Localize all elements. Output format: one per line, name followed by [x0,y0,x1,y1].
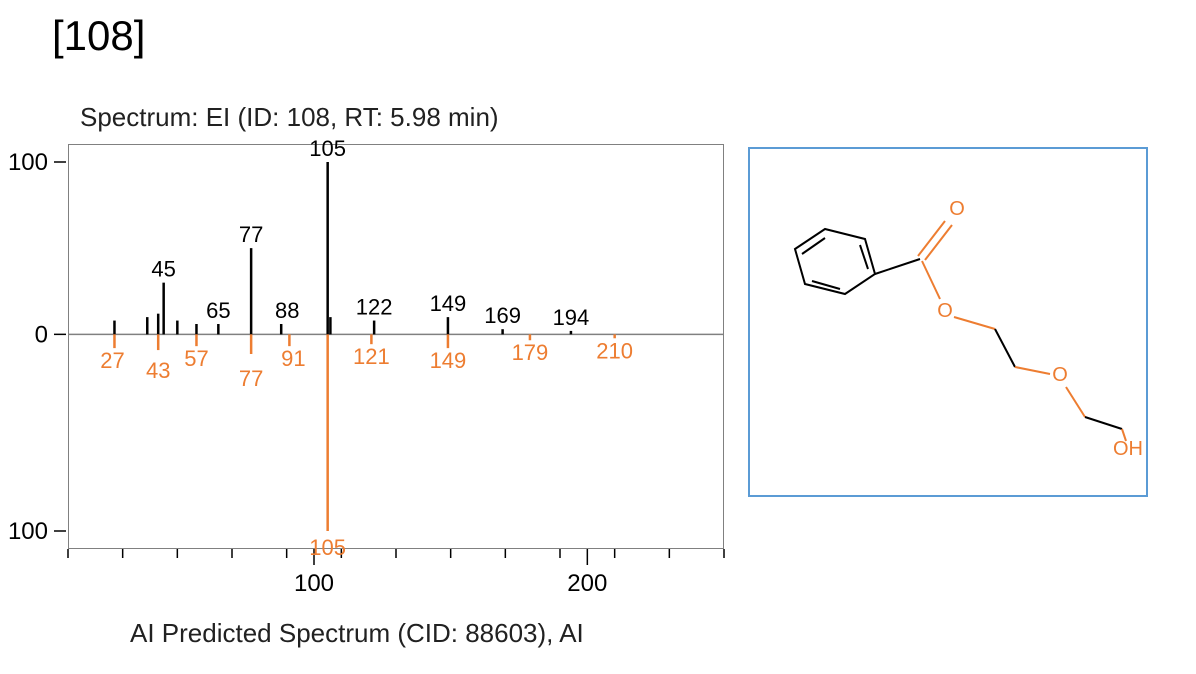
svg-text:179: 179 [512,340,549,365]
svg-text:100: 100 [8,518,48,545]
svg-text:105: 105 [309,136,346,161]
svg-text:45: 45 [151,257,175,282]
svg-text:194: 194 [553,305,590,330]
molecule-panel: O O O OH [748,147,1148,497]
svg-text:91: 91 [281,346,305,371]
atom-oh: OH [1113,438,1143,460]
svg-text:88: 88 [275,298,299,323]
molecule-svg: O O O OH [750,149,1150,499]
svg-text:77: 77 [239,366,263,391]
svg-text:65: 65 [206,298,230,323]
atom-o-ester: O [937,300,953,322]
svg-text:77: 77 [239,222,263,247]
svg-text:100: 100 [294,570,334,597]
svg-text:169: 169 [484,303,521,328]
svg-text:121: 121 [353,344,390,369]
svg-text:57: 57 [184,346,208,371]
svg-text:27: 27 [100,348,124,373]
svg-text:105: 105 [309,535,346,560]
svg-text:210: 210 [596,338,633,363]
spectrum-subtitle: AI Predicted Spectrum (CID: 88603), AI [130,618,584,649]
svg-text:122: 122 [356,295,393,320]
atom-o-carbonyl: O [949,198,965,220]
svg-text:0: 0 [35,321,48,348]
svg-text:100: 100 [8,149,48,176]
svg-text:149: 149 [430,348,467,373]
atom-o-ether: O [1052,364,1068,386]
svg-text:200: 200 [567,570,607,597]
svg-text:149: 149 [430,291,467,316]
svg-text:43: 43 [146,358,170,383]
